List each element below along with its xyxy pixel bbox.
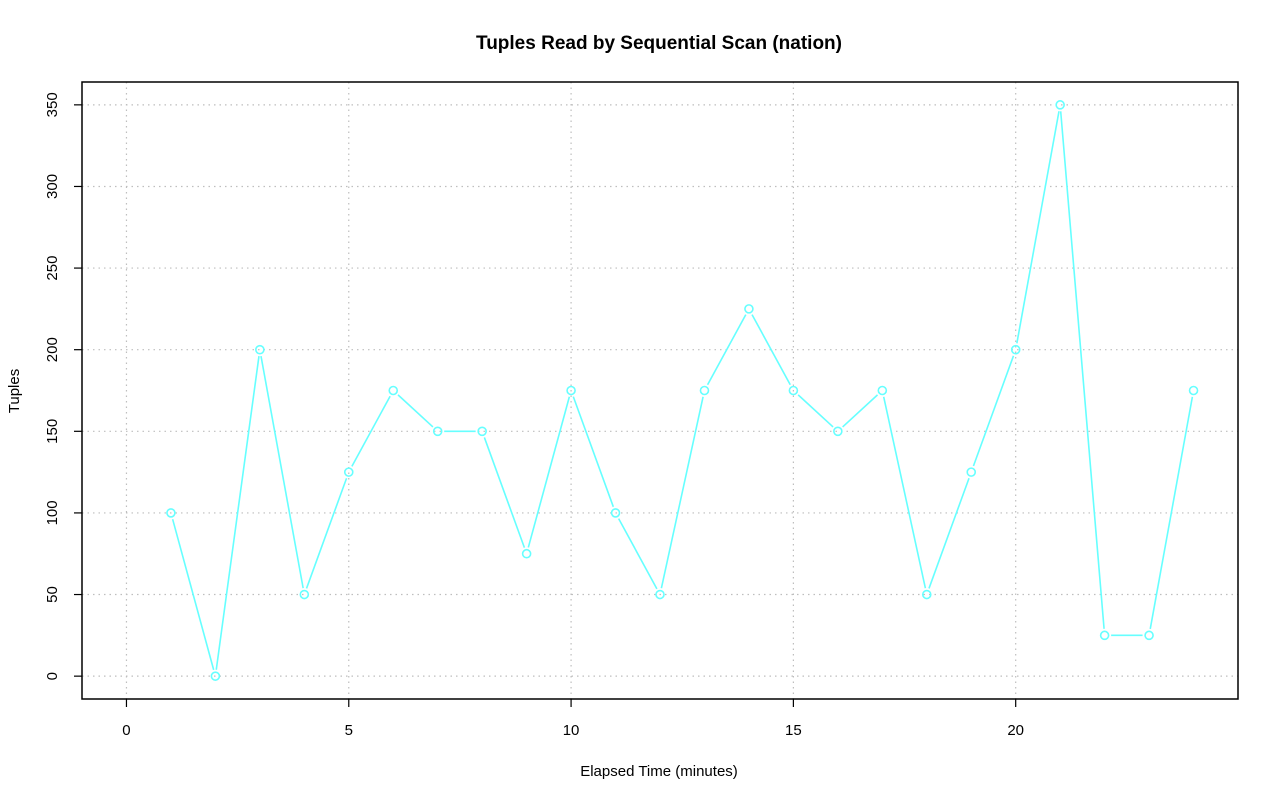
series-line-segment xyxy=(617,518,658,590)
data-point xyxy=(1010,344,1021,355)
series-line-segment xyxy=(397,394,434,428)
x-axis: 0 5 10 15 20 xyxy=(122,699,1024,739)
series-line-segment xyxy=(1016,111,1060,344)
y-tick-label: 0 xyxy=(44,672,61,680)
series-line-segment xyxy=(305,477,348,589)
data-point xyxy=(655,589,665,600)
series-line-segment xyxy=(928,477,970,589)
data-point xyxy=(877,385,888,396)
x-tick-label: 20 xyxy=(1007,722,1024,739)
data-point xyxy=(966,467,977,477)
data-point xyxy=(1099,630,1110,641)
x-tick-label: 5 xyxy=(345,722,353,739)
data-point xyxy=(610,508,621,518)
series-line-segment xyxy=(483,437,526,548)
data-point xyxy=(166,508,176,518)
series-line-segment xyxy=(171,518,215,671)
data-point xyxy=(388,385,399,396)
y-tick-label: 300 xyxy=(44,174,61,199)
data-point xyxy=(566,385,576,396)
series-line-segment xyxy=(572,396,615,508)
y-tick-label: 250 xyxy=(44,256,61,281)
series-line-segment xyxy=(882,396,927,589)
x-tick-label: 15 xyxy=(785,722,802,739)
series-line-segment xyxy=(972,355,1015,467)
data-point xyxy=(699,385,710,396)
y-axis: 0 50 100 150 200 250 300 350 xyxy=(44,92,82,680)
chart-title: Tuples Read by Sequential Scan (nation) xyxy=(476,33,842,54)
data-point xyxy=(255,344,265,355)
series-line-segment xyxy=(260,355,304,589)
data-point xyxy=(833,426,843,437)
series-line-segment xyxy=(706,314,747,386)
series-line-segment xyxy=(660,396,704,589)
data-point xyxy=(1188,385,1199,396)
grid-lines xyxy=(82,82,1238,699)
y-axis-label: Tuples xyxy=(6,369,23,413)
series-line-segment xyxy=(351,395,391,467)
series-line-segment xyxy=(1149,396,1194,630)
data-point xyxy=(1144,630,1154,641)
series-line-segment xyxy=(215,356,260,670)
data-point xyxy=(343,467,354,477)
data-point xyxy=(521,548,532,559)
data-point xyxy=(432,426,443,437)
y-tick-label: 350 xyxy=(44,92,61,117)
data-point xyxy=(477,426,487,437)
data-point xyxy=(1055,100,1065,110)
data-point xyxy=(744,304,754,314)
series-line-segment xyxy=(751,314,791,386)
data-point xyxy=(210,671,221,681)
series-line-segment xyxy=(527,396,571,548)
y-tick-label: 150 xyxy=(44,419,61,444)
data-point xyxy=(299,589,310,600)
data-point xyxy=(788,385,799,396)
series-line-segment xyxy=(842,394,879,428)
plot-frame xyxy=(81,81,1239,700)
data-point xyxy=(921,589,932,600)
x-axis-label: Elapsed Time (minutes) xyxy=(580,763,738,780)
y-tick-label: 100 xyxy=(44,500,61,525)
x-tick-label: 10 xyxy=(563,722,580,739)
y-tick-label: 200 xyxy=(44,337,61,362)
x-tick-label: 0 xyxy=(122,722,130,739)
series-line-segment xyxy=(797,394,834,428)
y-tick-label: 50 xyxy=(44,586,61,603)
data-series xyxy=(166,100,1199,681)
series-line-segment xyxy=(1059,111,1105,629)
